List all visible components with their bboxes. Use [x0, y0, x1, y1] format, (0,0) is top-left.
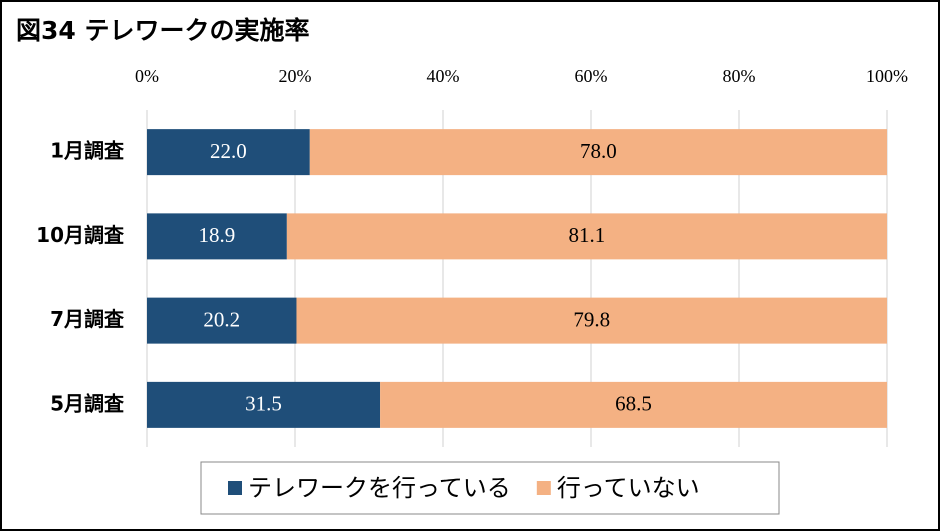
value-label: 79.8 [573, 307, 610, 331]
chart-title: 図34 テレワークの実施率 [16, 16, 310, 45]
y-tick-label: 7月調査 [50, 307, 124, 331]
legend-swatch [536, 481, 551, 495]
bar-segment [147, 381, 381, 428]
value-label: 31.5 [245, 392, 282, 416]
bar-segment [147, 129, 310, 176]
value-label: 81.1 [569, 223, 606, 247]
legend-swatch [228, 481, 242, 495]
x-tick-label: 100% [866, 66, 908, 86]
bar-segment [286, 213, 887, 260]
x-tick-label: 80% [723, 66, 756, 86]
x-tick-label: 20% [279, 66, 312, 86]
y-tick-label: 10月調査 [36, 223, 124, 247]
x-tick-label: 40% [427, 66, 460, 86]
y-tick-label: 1月調査 [50, 139, 124, 163]
x-tick-label: 60% [575, 66, 608, 86]
value-label: 18.9 [199, 223, 236, 247]
bar-segment [309, 129, 887, 176]
value-label: 20.2 [203, 307, 240, 331]
bar-segment [380, 381, 887, 428]
bar-segment [147, 297, 297, 344]
value-label: 68.5 [615, 392, 652, 416]
y-tick-label: 5月調査 [50, 391, 124, 415]
value-label: 22.0 [210, 139, 247, 163]
legend-label: 行っていない [557, 474, 700, 502]
bar-segment [296, 297, 888, 344]
x-tick-label: 0% [135, 66, 159, 86]
legend-box [200, 461, 780, 515]
bar-segment [147, 213, 287, 260]
value-label: 78.0 [580, 139, 617, 163]
legend-label: テレワークを行っている [248, 474, 511, 502]
